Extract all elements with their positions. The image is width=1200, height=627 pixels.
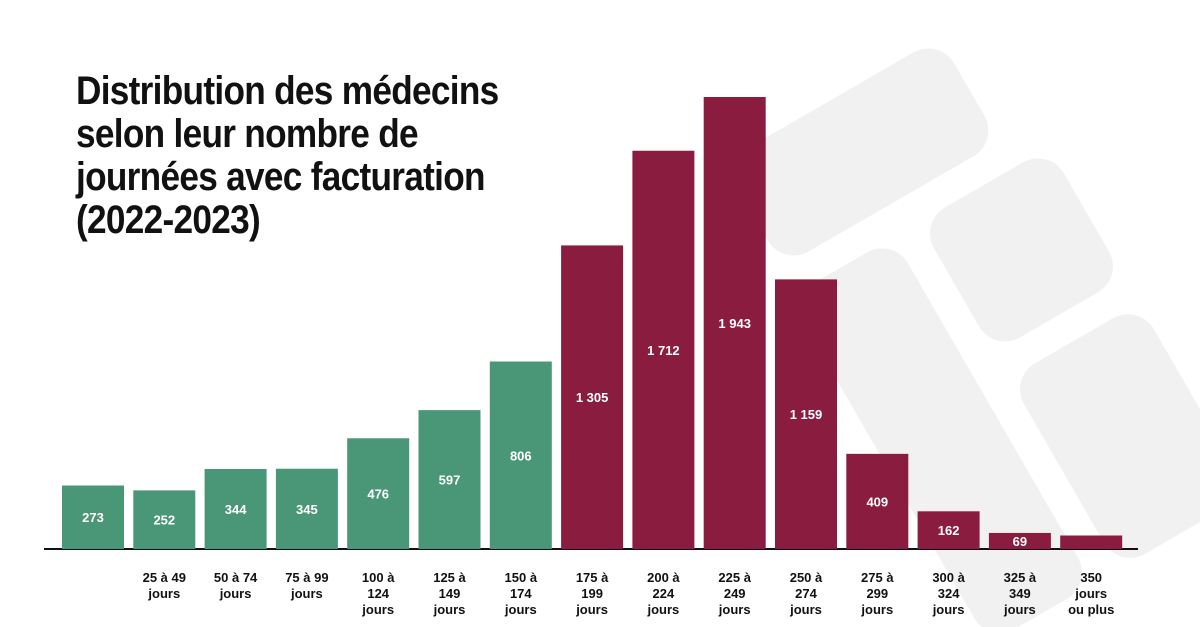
category-label: 149: [439, 586, 461, 601]
bar: [775, 279, 837, 549]
category-label: 50 à 74: [214, 570, 258, 585]
bar-value-label: 273: [82, 510, 104, 525]
bar-value-label: 344: [225, 502, 247, 517]
category-label: jours: [718, 602, 751, 617]
bar: [632, 150, 695, 549]
title-line: journées avec facturation: [76, 155, 486, 199]
bar: [204, 468, 267, 549]
category-label: 200 à: [647, 570, 680, 585]
bar-value-label: 806: [510, 448, 532, 463]
bar: [347, 438, 410, 549]
category-label: 25 à 49: [143, 570, 186, 585]
category-label: 349: [1009, 586, 1031, 601]
category-label: jours: [1074, 586, 1107, 601]
category-label: 275 à: [861, 570, 894, 585]
bar: [1060, 535, 1123, 549]
title-line: Distribution des médecins: [76, 69, 499, 113]
category-label: 299: [866, 586, 888, 601]
category-label: 175 à: [576, 570, 609, 585]
category-label: 174: [510, 586, 532, 601]
title-line: (2022-2023): [76, 198, 261, 242]
category-label: 224: [653, 586, 675, 601]
bar: [418, 410, 481, 549]
category-label: 124: [367, 586, 389, 601]
category-label: jours: [290, 586, 323, 601]
bar-value-label: 1 305: [576, 390, 609, 405]
category-label: 274: [795, 586, 817, 601]
chart-title: Distribution des médecins selon leur nom…: [76, 69, 499, 242]
bar-value-label: 1 943: [718, 316, 751, 331]
category-label: jours: [575, 602, 608, 617]
category-label: 250 à: [790, 570, 823, 585]
category-label: jours: [433, 602, 466, 617]
bar-value-label: 476: [367, 487, 389, 502]
category-label: 150 à: [505, 570, 538, 585]
bar-value-label: 409: [866, 494, 888, 509]
category-label: 324: [938, 586, 960, 601]
category-label: 100 à: [362, 570, 395, 585]
bar: [988, 532, 1051, 549]
category-label: jours: [932, 602, 965, 617]
category-label: jours: [147, 586, 180, 601]
title-line: selon leur nombre de: [76, 112, 419, 156]
category-label: jours: [647, 602, 680, 617]
category-label: jours: [789, 602, 822, 617]
category-label: jours: [219, 586, 252, 601]
category-label: jours: [860, 602, 893, 617]
category-label: jours: [1003, 602, 1036, 617]
category-label: ou plus: [1068, 602, 1114, 617]
bar-value-label: 162: [938, 523, 960, 538]
category-label: 325 à: [1004, 570, 1037, 585]
bar-value-label: 69: [1013, 534, 1027, 549]
bar-value-label: 1 712: [647, 343, 680, 358]
category-label: jours: [361, 602, 394, 617]
bar: [846, 453, 909, 549]
bar: [275, 468, 338, 549]
category-label: 225 à: [718, 570, 751, 585]
category-label: 300 à: [932, 570, 965, 585]
category-label: 125 à: [433, 570, 466, 585]
bar: [703, 97, 766, 549]
bar-value-label: 252: [153, 513, 175, 528]
category-label: jours: [504, 602, 537, 617]
category-label: 350: [1080, 570, 1102, 585]
bar: [561, 245, 624, 549]
category-label: 249: [724, 586, 746, 601]
bar: [62, 485, 124, 549]
category-label: 75 à 99: [285, 570, 328, 585]
bar-value-label: 345: [296, 502, 318, 517]
category-label: 199: [581, 586, 603, 601]
bar: [489, 361, 552, 549]
bar-value-label: 1 159: [790, 407, 823, 422]
bar: [133, 490, 196, 549]
bar-value-label: 597: [439, 473, 461, 488]
bar: [917, 511, 980, 549]
